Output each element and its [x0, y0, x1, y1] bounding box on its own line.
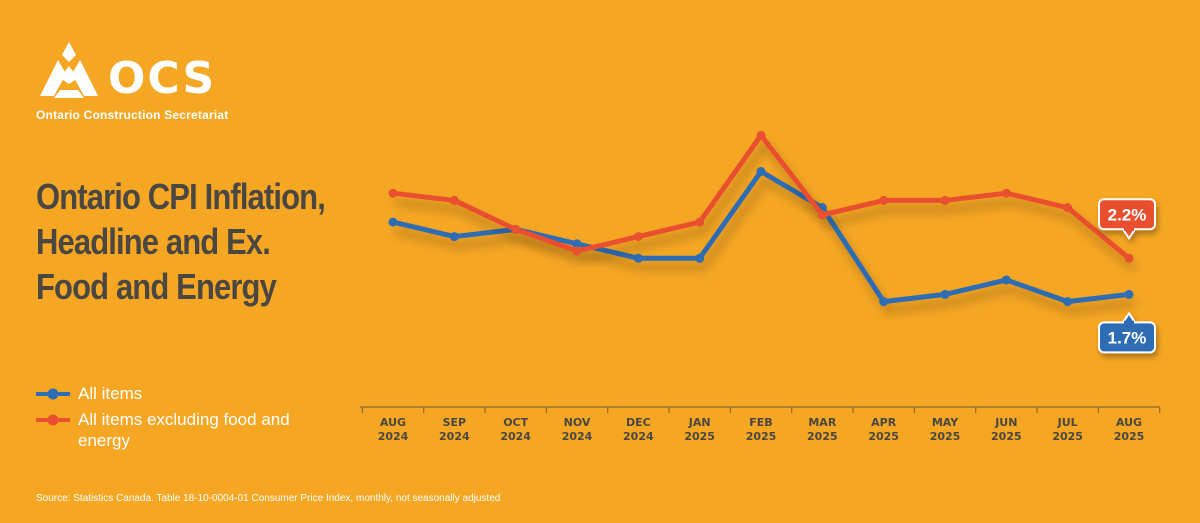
end-value-callout: 2.2% [1098, 198, 1156, 241]
data-point [633, 253, 643, 263]
legend-label: All items excluding food and energy [78, 410, 290, 450]
ocs-logo: OCS Ontario Construction Secretariat [36, 40, 276, 122]
x-tick-label: DEC 2024 [623, 416, 654, 443]
ocs-flame-logo-icon [40, 42, 98, 98]
data-point [1001, 188, 1011, 198]
data-point [572, 239, 582, 249]
data-point [388, 188, 398, 198]
data-point [695, 253, 705, 263]
series-line [390, 132, 1132, 261]
organization-name: Ontario Construction Secretariat [36, 108, 229, 122]
data-point [572, 246, 582, 256]
data-point [879, 195, 889, 205]
end-value-callout: 1.7% [1098, 311, 1156, 354]
data-point [695, 217, 705, 227]
data-point [1063, 297, 1073, 307]
legend-swatch [36, 388, 70, 400]
legend: All items All items excluding food and en… [36, 383, 336, 457]
series-ex-food-energy [388, 130, 1134, 263]
data-point [1063, 203, 1073, 213]
data-point [940, 195, 950, 205]
data-point [940, 289, 950, 299]
data-point [1124, 289, 1134, 299]
x-tick-label: MAR 2025 [807, 416, 838, 443]
data-point [388, 217, 398, 227]
logo-wordmark: OCS [108, 53, 217, 104]
end-callouts: 1.7% 2.2% [1098, 198, 1156, 354]
data-point [879, 297, 889, 307]
series-line [390, 169, 1132, 305]
data-point [1124, 253, 1134, 263]
source-note: Source: Statistics Canada. Table 18-10-0… [36, 493, 501, 504]
x-tick-label: NOV 2024 [562, 416, 593, 443]
x-tick-label: JUL 2025 [1052, 416, 1083, 443]
x-tick-label: AUG 2024 [378, 416, 409, 443]
data-point [449, 232, 459, 242]
x-tick-label: MAY 2025 [930, 416, 961, 443]
data-point [1001, 275, 1011, 285]
legend-item: All items excluding food and energy [36, 409, 336, 453]
data-point [756, 167, 766, 177]
x-tick-label: APR 2025 [868, 416, 899, 443]
legend-swatch [36, 414, 70, 426]
data-point [633, 232, 643, 242]
data-point [511, 224, 521, 234]
x-tick-label: AUG 2025 [1114, 416, 1145, 443]
series-layer [388, 130, 1134, 307]
x-tick-label: OCT 2024 [500, 416, 531, 443]
data-point [817, 210, 827, 220]
data-point [756, 130, 766, 140]
data-point [449, 195, 459, 205]
end-value-label: 2.2% [1108, 205, 1147, 224]
series-all-items [388, 167, 1134, 307]
legend-label: All items [78, 384, 143, 403]
x-axis: AUG 2024 SEP 2024 OCT 2024 NOV 2024 DEC 2024 JAN 20… [360, 406, 1161, 443]
x-tick-label: FEB 2025 [746, 416, 777, 443]
end-value-label: 1.7% [1108, 328, 1147, 347]
legend-item: All items [36, 383, 336, 405]
x-tick-label: JUN 2025 [991, 416, 1022, 443]
x-tick-label: SEP 2024 [439, 416, 470, 443]
chart-title: Ontario CPI Inflation, Headline and Ex. … [36, 176, 326, 307]
x-tick-label: JAN 2025 [684, 416, 715, 443]
